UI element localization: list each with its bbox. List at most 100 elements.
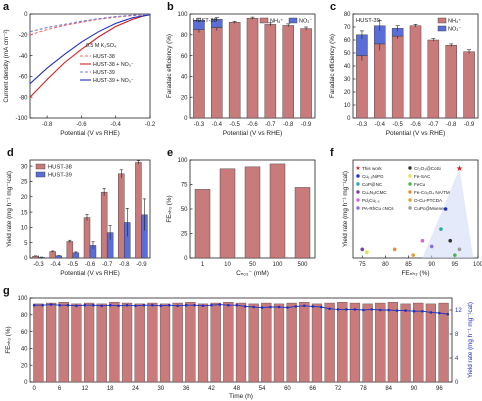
panel-c-bar — [409, 25, 422, 119]
panel-g-yield-point — [362, 308, 365, 312]
panel-c-ytick-label: 30 — [344, 77, 351, 83]
panel-b-xtick-label: -0.8 — [283, 122, 294, 128]
panel-g-yield-point — [100, 304, 104, 308]
panel-d-xtick-label: -0.4 — [51, 262, 62, 268]
panel-g-yield-point — [235, 303, 239, 307]
panel-g-y2tick-label: 12 — [455, 308, 462, 314]
panel-e-xtick-label: 10 — [224, 262, 231, 268]
panel-g-yield-point — [193, 303, 196, 307]
panel-b-ylabel: Faradaic efficiency (%) — [166, 34, 173, 98]
panel-g-xtick-label: 84 — [385, 386, 392, 392]
panel-g-yield-point — [277, 305, 281, 309]
panel-a-ytick-label: -100 — [15, 116, 28, 122]
panel-g-xtick-label: 12 — [82, 386, 89, 392]
panel-d-xtick-label: -0.3 — [33, 262, 44, 268]
panel-d-ytick-label: 25 — [21, 180, 28, 186]
panel-c-bar — [427, 39, 440, 119]
panel-g-y2tick-label: 0 — [455, 380, 459, 386]
panel-d-ytick-label: 30 — [21, 164, 28, 170]
panel-g-yield-point — [319, 305, 323, 309]
panel-a-legend-label: HUST-38 + NO₃⁻ — [93, 62, 134, 68]
panel-c-ytick-label: 40 — [344, 64, 351, 70]
panel-g-bar — [172, 302, 183, 383]
panel-f-point-star: ★ — [456, 164, 463, 173]
panel-g-letter: g — [3, 285, 10, 297]
panel-e-xlabel: Cₙₒ₃⁻ (mM) — [236, 270, 269, 277]
panel-g-bar — [438, 302, 449, 383]
panel-f-frame — [352, 159, 479, 259]
panel-g-xtick-label: 36 — [183, 386, 190, 392]
panel-g-bar — [311, 303, 323, 383]
panel-f-legend-label: Cu₁.₅NiPG — [362, 174, 384, 179]
panel-f-legend-marker — [356, 174, 360, 178]
panel-a-series-line-3 — [29, 14, 151, 85]
panel-c-ylabel: Faradaic efficiency (%) — [329, 34, 336, 98]
panel-d-xtick-label: -0.8 — [119, 262, 130, 268]
panel-f-xtick-label: 90 — [428, 262, 435, 268]
panel-a-ytick-label: -60 — [19, 75, 28, 81]
panel-f-legend-label: CoP@NC — [362, 182, 383, 187]
panel-b-ytick-label: 0 — [184, 116, 188, 122]
panel-b-bar — [193, 29, 205, 119]
panel-f-ylabel: Yield rate (mg h⁻¹ mg⁻¹cat) — [342, 171, 349, 247]
panel-g-bar — [387, 302, 399, 383]
panel-d-legend-label: HUST-38 — [48, 165, 72, 171]
panel-e-letter: e — [167, 147, 173, 159]
panel-f-legend-label: CuPc@Mxene — [414, 206, 444, 211]
panel-c-legend-label: NO₂⁻ — [448, 27, 461, 33]
panel-g-bar — [210, 302, 221, 383]
panel-g-xtick-label: 60 — [284, 386, 291, 392]
panel-a-xtick-label: -0.6 — [76, 122, 87, 128]
panel-g-yield-point — [243, 305, 247, 308]
panel-a-ylabel: Current density (mA cm⁻²) — [3, 29, 10, 102]
panel-f-legend-label: FeCu — [414, 182, 426, 187]
panel-c-tag: HUST-39 — [356, 18, 380, 24]
panel-d-xtick-label: -0.7 — [102, 262, 113, 268]
panel-f-legend-marker — [356, 206, 360, 210]
panel-g-yield-point — [421, 309, 424, 313]
panel-d-letter: d — [7, 147, 14, 159]
panel-g-bar — [134, 303, 145, 383]
panel-g-yield-point — [201, 304, 205, 308]
panel-d-bar — [118, 173, 125, 259]
panel-g-bar — [425, 303, 437, 383]
panel-d-ytick-label: 20 — [21, 195, 28, 201]
panel-c-bar — [391, 35, 404, 119]
panel-f-xtick-label: 95 — [452, 262, 459, 268]
panel-d-bar — [100, 191, 108, 259]
panel-g-ytick-label: 60 — [21, 330, 28, 336]
panel-g-yield-point — [41, 303, 44, 307]
panel-d-legend-label: HUST-39 — [48, 173, 72, 179]
panel-g-bar — [185, 302, 196, 383]
panel-g-y2label: Yield rate (mg h⁻¹ mg⁻¹cat) — [467, 302, 474, 378]
panel-a-ytick-label: -80 — [19, 95, 28, 101]
panel-g-yield-point — [345, 308, 348, 311]
panel-f-point — [365, 250, 369, 255]
panel-f-xlabel: FEₙₕ₃ (%) — [401, 270, 429, 277]
panel-g-xtick-label: 6 — [58, 386, 62, 392]
panel-d-ytick-label: 15 — [21, 210, 28, 216]
panel-a-ytick-label: 0 — [24, 12, 28, 18]
panel-g-bar — [197, 303, 209, 383]
panel-b-xtick-label: -0.5 — [229, 122, 240, 128]
panel-e-ytick-label: 0 — [184, 256, 188, 262]
panel-b-bar — [282, 25, 294, 119]
panel-f-legend-marker — [408, 198, 412, 202]
panel-f-point — [457, 247, 462, 252]
panel-b-ytick-label: 40 — [181, 75, 188, 81]
panel-b-xtick-label: -0.7 — [265, 122, 276, 128]
panel-d-ylabel: Yield rate (mg h⁻¹ mg⁻¹cat) — [6, 171, 13, 247]
panel-d-ytick-label: 10 — [21, 226, 28, 232]
panel-c-xtick-label: -0.7 — [428, 122, 439, 128]
panel-d-xtick-label: -0.6 — [85, 262, 96, 268]
panel-b-ytick-label: 100 — [177, 12, 188, 18]
panel-g-bar — [109, 302, 120, 383]
panel-c-xtick-label: -0.8 — [446, 122, 457, 128]
panel-e-bar — [244, 166, 261, 259]
panel-g-bar — [159, 303, 171, 383]
panel-d-bar — [135, 162, 142, 259]
panel-g-y2tick-label: 4 — [455, 356, 459, 362]
panel-g-yield-point — [311, 305, 315, 308]
panel-g-yield-point — [49, 303, 53, 306]
